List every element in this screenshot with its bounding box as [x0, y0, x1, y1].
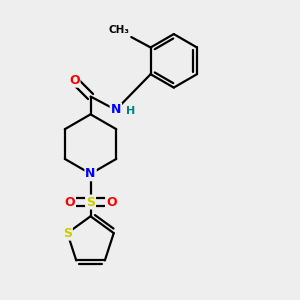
- Text: CH₃: CH₃: [109, 25, 130, 35]
- Text: N: N: [111, 103, 121, 116]
- Text: O: O: [106, 196, 117, 208]
- Text: S: S: [63, 226, 72, 240]
- Text: H: H: [126, 106, 135, 116]
- Text: N: N: [85, 167, 96, 180]
- Text: S: S: [86, 196, 95, 208]
- Text: O: O: [64, 196, 75, 208]
- Text: O: O: [69, 74, 80, 87]
